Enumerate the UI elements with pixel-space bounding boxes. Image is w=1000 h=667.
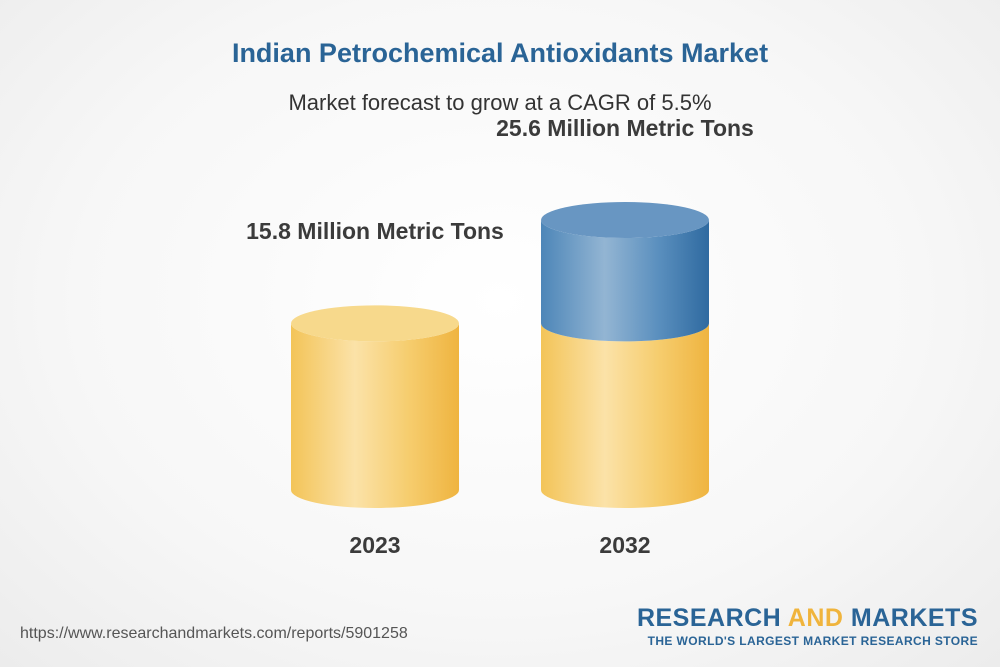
category-label-2023: 2023: [349, 532, 401, 558]
value-label-2023: 15.8 Million Metric Tons: [246, 218, 504, 245]
source-url[interactable]: https://www.researchandmarkets.com/repor…: [20, 625, 408, 642]
bar-2032-base-body: [541, 323, 709, 508]
category-label-2032: 2032: [599, 532, 651, 558]
bar-2023-top-cap: [291, 305, 459, 342]
brand-name: RESEARCH AND MARKETS: [636, 604, 978, 632]
bar-2023: [291, 305, 459, 508]
chart-subtitle: Market forecast to grow at a CAGR of 5.5…: [288, 90, 712, 115]
value-label-2032: 25.6 Million Metric Tons: [496, 115, 754, 141]
bar-2032-growth-body: [541, 220, 709, 342]
chart-title: Indian Petrochemical Antioxidants Market: [231, 38, 769, 68]
bar-2023-base-body: [291, 323, 459, 508]
bar-2032: [541, 202, 709, 508]
bar-2032-top-cap: [541, 202, 709, 238]
brand-tagline: THE WORLD'S LARGEST MARKET RESEARCH STOR…: [647, 634, 978, 648]
brand-logo: RESEARCH AND MARKETS THE WORLD'S LARGEST…: [637, 604, 978, 648]
